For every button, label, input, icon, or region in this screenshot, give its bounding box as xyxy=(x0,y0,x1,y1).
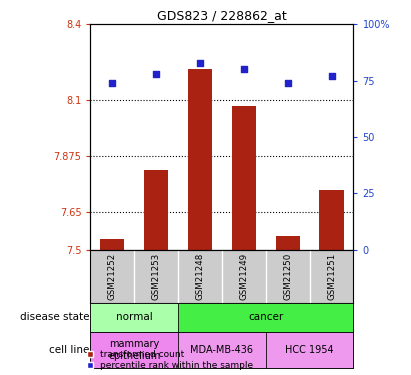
Text: GSM21248: GSM21248 xyxy=(196,253,205,300)
Bar xyxy=(178,303,353,332)
Point xyxy=(328,73,335,79)
Title: GDS823 / 228862_at: GDS823 / 228862_at xyxy=(157,9,287,22)
Text: disease state: disease state xyxy=(20,312,90,322)
Text: cell line: cell line xyxy=(49,345,90,355)
Bar xyxy=(178,332,266,368)
Text: GSM21249: GSM21249 xyxy=(239,253,248,300)
Point xyxy=(240,66,247,72)
Text: cancer: cancer xyxy=(248,312,284,322)
Bar xyxy=(232,106,256,250)
Text: HCC 1954: HCC 1954 xyxy=(285,345,334,355)
Text: mammary
epithelium: mammary epithelium xyxy=(108,339,160,361)
Bar xyxy=(90,332,178,368)
Text: GSM21252: GSM21252 xyxy=(108,253,117,300)
Bar xyxy=(276,236,300,250)
Text: GSM21253: GSM21253 xyxy=(152,253,161,300)
Bar xyxy=(266,332,353,368)
Point xyxy=(197,60,203,66)
Bar xyxy=(90,303,178,332)
Text: GSM21251: GSM21251 xyxy=(327,253,336,300)
Point xyxy=(284,80,291,86)
Legend: transformed count, percentile rank within the sample: transformed count, percentile rank withi… xyxy=(87,350,253,370)
Bar xyxy=(319,190,344,250)
Point xyxy=(109,80,115,86)
Point xyxy=(153,71,159,77)
Bar xyxy=(100,238,125,250)
Bar xyxy=(188,69,212,250)
Bar xyxy=(144,170,168,250)
Text: MDA-MB-436: MDA-MB-436 xyxy=(190,345,254,355)
Text: GSM21250: GSM21250 xyxy=(283,253,292,300)
Text: normal: normal xyxy=(116,312,152,322)
